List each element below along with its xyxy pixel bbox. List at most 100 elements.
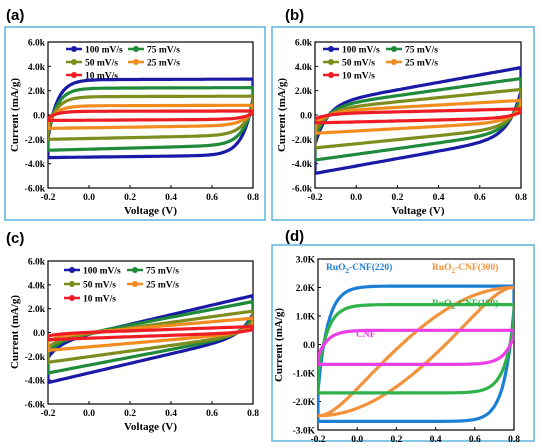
- y-tick-label: 4.0k: [28, 63, 46, 73]
- y-tick-label: 4.0k: [295, 63, 313, 73]
- y-tick-label: 6.0k: [295, 39, 313, 49]
- legend-swatch-marker: [391, 46, 397, 52]
- series-line: [48, 299, 253, 375]
- legend-label: 75 mV/s: [147, 46, 180, 56]
- y-tick-label: -2.0k: [25, 136, 46, 146]
- legend-swatch-marker: [71, 59, 77, 65]
- x-tick-label: 0.4: [165, 193, 177, 203]
- x-tick-label: 0.6: [469, 435, 481, 445]
- legend-label: 75 mV/s: [405, 46, 438, 56]
- x-tick-label: 0.0: [83, 409, 95, 419]
- x-tick-label: 0.0: [350, 193, 362, 203]
- panel-a: (a) -0.2 0.0 0.2 0.4 0.6 0.8 -6.0k -4.0k -2.0k 0.…: [4, 7, 266, 221]
- y-tick-label: 6.0k: [28, 39, 46, 49]
- legend-label: 75 mV/s: [146, 267, 179, 277]
- x-tick-label: 0.6: [206, 193, 218, 203]
- x-tick-label: -0.2: [307, 193, 322, 203]
- y-tick-label: 2.0k: [295, 87, 313, 97]
- series-line: [318, 284, 514, 423]
- legend-swatch-marker: [132, 267, 138, 273]
- y-tick-label: -2.0k: [25, 353, 46, 363]
- panel-b-label: (b): [285, 7, 304, 24]
- x-tick-label: 0.6: [474, 193, 486, 203]
- panel-b-frame: [271, 26, 535, 221]
- panel-b: (b) -0.2 0.0 0.2 0.4 0.6 0.8 -6.0k -4.0k -2.0k 0.…: [271, 7, 535, 221]
- y-tick-label: -6.0k: [25, 185, 46, 195]
- panel-d-frame: [271, 244, 535, 442]
- series-annotation: RuO2-CNF(180): [432, 298, 498, 311]
- series-annotation: RuO2-CNF(220): [326, 262, 392, 275]
- x-tick-label: 0.2: [124, 409, 136, 419]
- y-tick-label: -6.0k: [25, 401, 46, 411]
- series-line: [48, 103, 253, 130]
- legend-label: 25 mV/s: [146, 281, 179, 291]
- x-tick-label: -0.2: [40, 409, 55, 419]
- legend-label: 100 mV/s: [85, 46, 123, 56]
- series-annotation: RuO2-CNF(300): [432, 262, 498, 275]
- x-axis-label: Voltage (V): [124, 205, 177, 217]
- x-tick-label: 0.0: [83, 193, 95, 203]
- x-tick-label: 0.4: [433, 193, 445, 203]
- y-tick-label: -2.0k: [292, 136, 313, 146]
- x-tick-label: 0.8: [247, 193, 259, 203]
- legend-swatch-marker: [133, 59, 139, 65]
- legend-swatch-marker: [69, 295, 75, 301]
- y-tick-label: 4.0k: [28, 281, 46, 291]
- series-line: [315, 107, 521, 125]
- x-tick-label: 0.2: [391, 193, 403, 203]
- x-axis-label: Voltage (V): [391, 205, 444, 217]
- y-tick-label: -2.0K: [293, 398, 316, 408]
- series-line: [48, 77, 253, 160]
- series-line: [48, 94, 253, 141]
- series-line: [315, 66, 521, 175]
- x-tick-label: 0.2: [124, 193, 136, 203]
- y-tick-label: 0.0: [300, 112, 312, 122]
- legend-label: 10 mV/s: [342, 72, 375, 82]
- x-tick-label: 0.0: [351, 435, 363, 445]
- series-group: [315, 66, 521, 175]
- series-annotation: CNF: [356, 330, 376, 340]
- y-tick-label: 2.0K: [296, 284, 316, 294]
- legend-label: 50 mV/s: [342, 59, 375, 69]
- y-tick-label: -1.0K: [293, 370, 316, 380]
- y-tick-label: -3.0K: [293, 427, 316, 437]
- legend-label: 25 mV/s: [405, 59, 438, 69]
- legend-label: 50 mV/s: [85, 59, 118, 69]
- y-tick-label: -6.0k: [292, 185, 313, 195]
- series-group: [48, 77, 253, 160]
- legend-swatch-marker: [69, 281, 75, 287]
- legend-label: 10 mV/s: [83, 295, 116, 305]
- y-tick-label: 0.0: [33, 329, 45, 339]
- series-line: [318, 285, 514, 418]
- y-tick-label: 2.0k: [28, 305, 46, 315]
- panel-a-label: (a): [6, 7, 24, 24]
- series-line: [48, 324, 253, 342]
- legend-swatch-marker: [328, 59, 334, 65]
- legend-swatch-marker: [133, 46, 139, 52]
- x-tick-label: 0.8: [247, 409, 259, 419]
- y-tick-label: -4.0k: [25, 160, 46, 170]
- series-line: [48, 109, 253, 123]
- panel-c: (c) -0.2 0.0 0.2 0.4 0.6 0.8 -6.0k -4.0k -2.0k 0.…: [6, 230, 259, 433]
- series-line: [315, 98, 521, 135]
- x-axis-label: Voltage (V): [124, 421, 177, 433]
- y-tick-label: 6.0k: [28, 258, 46, 268]
- x-tick-label: 0.4: [430, 435, 442, 445]
- legend-swatch-marker: [328, 72, 334, 78]
- x-tick-label: 0.2: [390, 435, 402, 445]
- legend-label: 10 mV/s: [85, 72, 118, 82]
- series-line: [48, 86, 253, 152]
- y-tick-label: 2.0k: [28, 87, 46, 97]
- series-group: [48, 294, 253, 385]
- legend-swatch-marker: [71, 46, 77, 52]
- series-line: [315, 87, 521, 150]
- y-tick-label: 0.0: [33, 112, 45, 122]
- y-axis-label: Current (mA/g): [276, 78, 288, 152]
- legend-swatch-marker: [328, 46, 334, 52]
- legend-swatch-marker: [69, 267, 75, 273]
- panel-d-label: (d): [285, 228, 304, 245]
- legend-label: 50 mV/s: [83, 281, 116, 291]
- x-tick-label: 0.6: [206, 409, 218, 419]
- legend-label: 100 mV/s: [342, 46, 380, 56]
